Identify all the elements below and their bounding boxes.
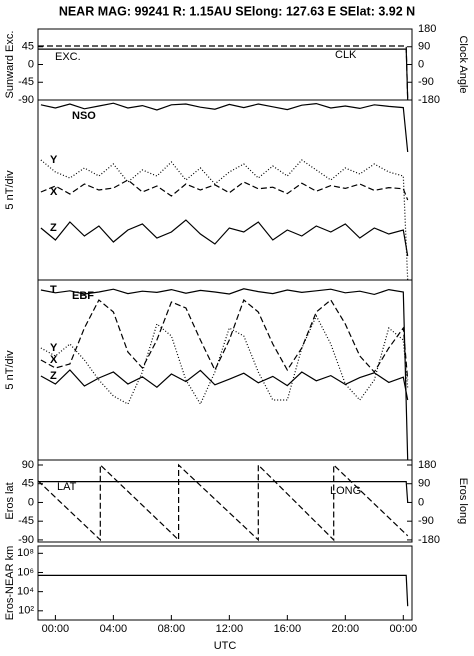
y-axis-label: 5 nT/div [4,350,16,390]
y-tick-label: 10² [18,605,34,617]
series-line [40,219,409,257]
y-tick-label: -90 [18,534,34,546]
panel-frame [37,545,413,621]
series-label: Z [50,222,57,234]
x-axis-label: UTC [214,640,237,652]
series-label: X [50,354,58,366]
series-label: X [50,186,58,198]
series-label: LAT [57,481,77,493]
panel-frame [37,279,413,461]
y-tick-label: 45 [22,41,34,53]
series-label: Y [50,342,58,354]
y2-axis-label: Eros long [457,478,469,524]
series-line [38,481,409,503]
y-axis-label: Sunward Exc. [4,31,16,99]
series-line [38,45,409,101]
series-line [37,463,409,542]
panel-frame [37,28,413,101]
y-tick-label: 0 [28,496,34,508]
series-label: CLK [335,49,357,61]
chart-title: NEAR MAG: 99241 R: 1.15AU SElong: 127.63… [59,4,415,18]
y2-tick-label: -180 [418,534,440,546]
y2-tick-label: 0 [418,496,424,508]
y2-axis-label: Clock Angle [457,35,469,93]
series-label: EXC. [55,51,81,63]
series-line [40,288,409,461]
y-tick-label: -45 [18,76,34,88]
y2-tick-label: 0 [418,58,424,70]
y-axis-label: 5 nT/div [4,170,16,210]
series-label: Z [50,370,57,382]
series-line [40,179,409,201]
y-tick-label: 90 [22,459,34,471]
y2-tick-label: 90 [418,41,430,53]
x-tick-label: 00:00 [390,623,418,635]
x-tick-label: 08:00 [158,623,186,635]
series-line [38,574,409,607]
y2-tick-label: -180 [418,94,440,106]
series-label: T [50,284,57,296]
series-line [40,159,409,281]
y-tick-label: 0 [28,58,34,70]
y-tick-label: 45 [22,478,34,490]
y2-tick-label: -90 [418,515,434,527]
y2-tick-label: 180 [418,459,436,471]
y2-tick-label: 180 [418,23,436,35]
x-tick-label: 16:00 [274,623,302,635]
panel-frame [37,459,413,543]
y2-tick-label: -90 [418,76,434,88]
series-label: Y [50,154,58,166]
y-axis-label: Eros-NEAR km [4,546,16,621]
y-tick-label: 10⁸ [17,547,34,559]
y2-tick-label: 90 [418,478,430,490]
x-tick-label: 20:00 [332,623,360,635]
y-tick-label: -45 [18,515,34,527]
x-tick-label: 12:00 [216,623,244,635]
series-line [40,369,409,401]
series-line [40,102,409,153]
series-line [40,298,409,381]
y-tick-label: 10⁴ [17,586,34,598]
series-label: LONG [330,485,361,497]
x-tick-label: 04:00 [100,623,128,635]
x-tick-label: 00:00 [42,623,70,635]
series-line [40,314,409,406]
y-axis-label: Eros lat [4,482,16,519]
y-tick-label: -90 [18,94,34,106]
y-tick-label: 10⁶ [17,566,34,578]
panel-label: NSO [72,110,96,122]
